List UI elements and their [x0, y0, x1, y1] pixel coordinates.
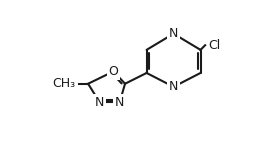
Text: N: N: [169, 80, 178, 93]
Text: O: O: [109, 65, 119, 78]
Text: N: N: [169, 27, 178, 40]
Text: N: N: [115, 96, 124, 109]
Text: Cl: Cl: [208, 39, 220, 52]
Text: CH₃: CH₃: [52, 77, 75, 90]
Text: N: N: [95, 96, 104, 109]
